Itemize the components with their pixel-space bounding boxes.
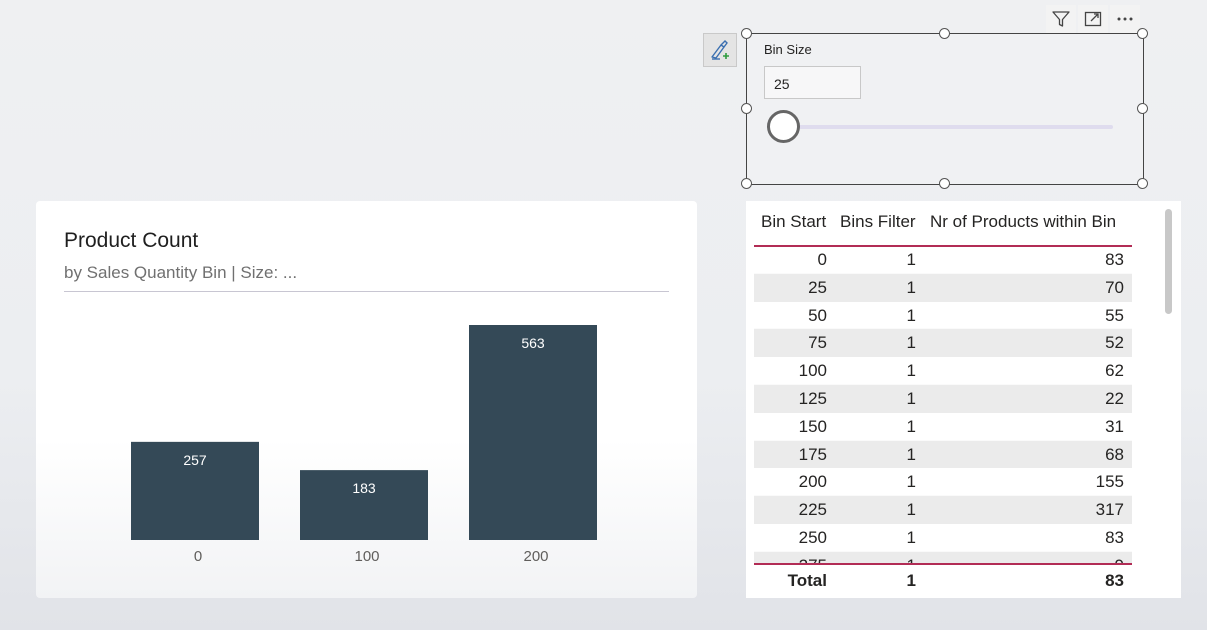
- column-header-nr-of-products[interactable]: Nr of Products within Bin: [930, 212, 1117, 231]
- bar-0[interactable]: [131, 441, 259, 540]
- nr-of-products-cell: 83: [1105, 250, 1124, 269]
- table-total-row: Total 1 83: [754, 563, 1132, 598]
- resize-handle-bottom-left[interactable]: [741, 178, 752, 189]
- data-label: 563: [521, 335, 545, 351]
- bins-filter-cell: 1: [906, 500, 916, 520]
- chart-title: Product Count: [64, 229, 199, 252]
- bins-filter-cell: 1: [906, 388, 916, 408]
- bin-start-cell: 50: [808, 305, 827, 325]
- slider-thumb[interactable]: [767, 110, 800, 143]
- data-label: 257: [183, 452, 207, 468]
- nr-of-products-cell: 317: [1095, 500, 1124, 520]
- table-row[interactable]: 225 1 317: [754, 496, 1132, 524]
- table-row[interactable]: 250 1 83: [754, 524, 1132, 552]
- total-bins-filter: 1: [906, 571, 916, 590]
- bins-filter-cell: 1: [906, 361, 916, 381]
- x-axis-tick-label: 0: [194, 548, 202, 565]
- slicer-title: Bin Size: [764, 42, 812, 57]
- bin-start-cell: 200: [798, 472, 827, 492]
- visual-header: [1046, 5, 1140, 33]
- bins-filter-cell: 1: [906, 333, 916, 353]
- nr-of-products-cell: 155: [1095, 472, 1124, 492]
- chart-subtitle: by Sales Quantity Bin | Size: ...: [64, 263, 298, 282]
- table-scrollbar[interactable]: [1165, 209, 1172, 314]
- total-nr-of-products: 83: [1105, 571, 1124, 590]
- chart-divider: [64, 291, 669, 292]
- resize-handle-top[interactable]: [939, 28, 950, 39]
- more-options-icon[interactable]: [1110, 5, 1140, 33]
- bin-start-cell: 275: [754, 556, 827, 563]
- bins-filter-cell: 1: [906, 305, 916, 325]
- table-row[interactable]: 175 1 68: [754, 440, 1132, 469]
- focus-mode-icon[interactable]: [1078, 5, 1108, 33]
- table-row[interactable]: 25 1 70: [754, 273, 1132, 302]
- x-axis-tick-label: 200: [523, 548, 548, 565]
- bin-start-cell: 225: [798, 500, 827, 520]
- nr-of-products-cell: 70: [1105, 277, 1124, 297]
- bin-size-slicer[interactable]: Bin Size 25: [741, 28, 1148, 189]
- bin-start-cell: 25: [808, 277, 827, 297]
- nr-of-products-cell: 52: [1105, 333, 1124, 353]
- table-row[interactable]: 50 1 55: [754, 302, 1132, 330]
- format-painter-icon: [711, 40, 729, 60]
- bin-start-cell: 150: [798, 416, 827, 436]
- table-body: 0 1 83 25 1 70 50 1 55 75 1 52 100 1 62 125 1 22 150 1 31 175…: [754, 246, 1132, 563]
- bins-filter-cell: 1: [906, 250, 916, 269]
- nr-of-products-cell: 62: [1105, 361, 1124, 381]
- bar-chart-plot: 257 0 183 100 563 200: [131, 325, 597, 565]
- resize-handle-top-left[interactable]: [741, 28, 752, 39]
- table-row[interactable]: 200 1 155: [754, 468, 1132, 496]
- table-row[interactable]: 150 1 31: [754, 413, 1132, 441]
- resize-handle-top-right[interactable]: [1137, 28, 1148, 39]
- bin-start-cell: 100: [798, 361, 827, 381]
- total-label: Total: [787, 571, 827, 590]
- bin-start-cell: 0: [817, 250, 827, 269]
- bins-filter-cell: 1: [906, 472, 916, 492]
- table-row[interactable]: 125 1 22: [754, 384, 1132, 413]
- product-count-chart: Product Count by Sales Quantity Bin | Si…: [36, 201, 697, 598]
- table-header: Bin Start Bins Filter Nr of Products wit…: [754, 201, 1132, 247]
- bin-size-input[interactable]: 25: [764, 66, 861, 99]
- bar-200[interactable]: [469, 325, 597, 540]
- nr-of-products-cell: 68: [1105, 444, 1124, 464]
- bins-table: Bin Start Bins Filter Nr of Products wit…: [746, 201, 1181, 598]
- filter-icon[interactable]: [1046, 5, 1076, 33]
- bins-filter-cell: 1: [906, 444, 916, 464]
- column-header-bins-filter[interactable]: Bins Filter: [840, 212, 916, 231]
- nr-of-products-cell: 55: [1105, 305, 1124, 325]
- table-row[interactable]: 0 1 83: [754, 246, 1132, 274]
- slider-track[interactable]: [785, 125, 1113, 129]
- nr-of-products-cell: 83: [1105, 527, 1124, 547]
- data-label: 183: [352, 480, 376, 496]
- bins-filter-cell: 1: [834, 556, 916, 563]
- nr-of-products-cell: 31: [1105, 416, 1124, 436]
- column-header-bin-start[interactable]: Bin Start: [761, 212, 827, 231]
- format-painter-button[interactable]: [703, 33, 737, 67]
- bin-start-cell: 75: [808, 333, 827, 353]
- nr-of-products-cell: 22: [1105, 388, 1124, 408]
- bins-filter-cell: 1: [906, 277, 916, 297]
- table-row[interactable]: 75 1 52: [754, 329, 1132, 358]
- resize-handle-bottom-right[interactable]: [1137, 178, 1148, 189]
- nr-of-products-cell: 9: [924, 556, 1124, 563]
- bins-filter-cell: 1: [906, 527, 916, 547]
- x-axis-tick-label: 100: [354, 548, 379, 565]
- table-row[interactable]: 275 1 9: [754, 551, 1132, 563]
- resize-handle-left[interactable]: [741, 103, 752, 114]
- resize-handle-right[interactable]: [1137, 103, 1148, 114]
- bin-start-cell: 125: [798, 388, 827, 408]
- bins-filter-cell: 1: [906, 416, 916, 436]
- table-row[interactable]: 100 1 62: [754, 357, 1132, 385]
- bin-start-cell: 250: [798, 527, 827, 547]
- bin-start-cell: 175: [798, 444, 827, 464]
- resize-handle-bottom[interactable]: [939, 178, 950, 189]
- bar-100[interactable]: [300, 470, 428, 540]
